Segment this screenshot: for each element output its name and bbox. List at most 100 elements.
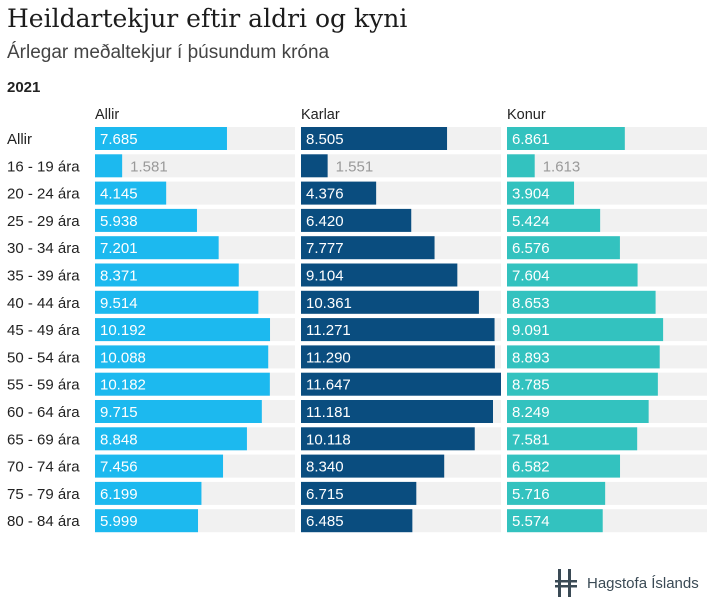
data-label: 10.361 bbox=[306, 295, 352, 312]
bar bbox=[95, 208, 197, 232]
bar bbox=[507, 509, 603, 533]
data-label: 7.685 bbox=[100, 131, 138, 148]
bar bbox=[95, 372, 270, 396]
chart-title: Heildartekjur eftir aldri og kyni bbox=[7, 4, 408, 33]
category-label: 75 - 79 ára bbox=[7, 486, 80, 503]
category-label: 45 - 49 ára bbox=[7, 322, 80, 339]
data-label: 10.192 bbox=[100, 322, 146, 339]
data-label: 7.604 bbox=[512, 268, 550, 285]
data-label: 8.249 bbox=[512, 404, 550, 421]
bar bbox=[301, 154, 328, 178]
panel-header: Karlar bbox=[301, 107, 340, 123]
bar bbox=[507, 481, 606, 505]
bar bbox=[95, 400, 262, 423]
bar bbox=[507, 318, 664, 342]
bar bbox=[95, 454, 224, 478]
bar bbox=[507, 290, 656, 314]
category-label: 50 - 54 ára bbox=[7, 349, 80, 366]
bar bbox=[301, 127, 448, 150]
bar bbox=[301, 454, 445, 478]
data-label: 6.861 bbox=[512, 131, 550, 148]
bar bbox=[95, 318, 271, 342]
data-label: 8.848 bbox=[100, 431, 138, 448]
bar bbox=[95, 290, 259, 314]
category-label: 80 - 84 ára bbox=[7, 513, 80, 530]
category-label: 60 - 64 ára bbox=[7, 404, 80, 421]
data-label: 1.581 bbox=[130, 158, 168, 175]
data-label: 11.290 bbox=[306, 349, 351, 366]
category-label: 40 - 44 ára bbox=[7, 295, 80, 312]
data-label: 7.777 bbox=[306, 240, 344, 257]
bar bbox=[507, 400, 649, 423]
data-label: 8.505 bbox=[306, 131, 344, 148]
bar-track bbox=[301, 154, 501, 178]
category-label: 65 - 69 ára bbox=[7, 431, 80, 448]
bar bbox=[301, 427, 475, 451]
panel-header: Allir bbox=[95, 107, 119, 123]
data-label: 6.582 bbox=[512, 459, 550, 476]
data-label: 5.999 bbox=[100, 513, 138, 530]
bar bbox=[95, 263, 239, 287]
data-label: 8.785 bbox=[512, 377, 550, 394]
bar bbox=[507, 127, 625, 150]
data-label: 11.181 bbox=[306, 404, 351, 421]
data-label: 6.715 bbox=[306, 486, 344, 503]
data-label: 7.581 bbox=[512, 431, 550, 448]
bar bbox=[507, 454, 621, 478]
bar-track bbox=[95, 154, 295, 178]
bar bbox=[507, 181, 575, 205]
bar bbox=[301, 481, 417, 505]
bar bbox=[95, 345, 269, 369]
data-label: 7.456 bbox=[100, 459, 138, 476]
data-label: 9.104 bbox=[306, 268, 344, 285]
bar bbox=[95, 154, 123, 178]
data-label: 8.340 bbox=[306, 459, 344, 476]
data-label: 4.145 bbox=[100, 186, 138, 203]
category-label: 16 - 19 ára bbox=[7, 158, 80, 175]
category-label: Allir bbox=[7, 131, 32, 148]
bar bbox=[95, 481, 202, 505]
data-label: 10.088 bbox=[100, 349, 146, 366]
data-label: 4.376 bbox=[306, 186, 344, 203]
data-label: 9.514 bbox=[100, 295, 138, 312]
category-label: 55 - 59 ára bbox=[7, 377, 80, 394]
data-label: 5.424 bbox=[512, 213, 550, 230]
data-label: 8.653 bbox=[512, 295, 550, 312]
bar bbox=[301, 290, 479, 314]
panel-header: Konur bbox=[507, 107, 546, 123]
bar-track bbox=[507, 154, 707, 178]
data-label: 3.904 bbox=[512, 186, 550, 203]
bar bbox=[301, 372, 501, 396]
data-label: 11.271 bbox=[306, 322, 351, 339]
data-label: 1.551 bbox=[336, 158, 374, 175]
category-label: 35 - 39 ára bbox=[7, 268, 80, 285]
data-label: 6.485 bbox=[306, 513, 344, 530]
data-label: 9.715 bbox=[100, 404, 138, 421]
data-label: 6.576 bbox=[512, 240, 550, 257]
data-label: 9.091 bbox=[512, 322, 550, 339]
data-label: 8.371 bbox=[100, 268, 138, 285]
data-label: 5.938 bbox=[100, 213, 138, 230]
bar bbox=[95, 427, 247, 451]
bar bbox=[507, 345, 660, 369]
hagstofa-logo-icon bbox=[555, 569, 577, 597]
bar bbox=[301, 181, 377, 205]
data-label: 1.613 bbox=[543, 158, 581, 175]
bar bbox=[301, 509, 413, 533]
data-label: 5.716 bbox=[512, 486, 550, 503]
data-label: 8.893 bbox=[512, 349, 550, 366]
bar bbox=[301, 345, 495, 369]
footer-logo: Hagstofa Íslands bbox=[555, 568, 699, 598]
category-label: 70 - 74 ára bbox=[7, 459, 80, 476]
bar bbox=[507, 154, 535, 178]
bar bbox=[95, 236, 219, 260]
bar bbox=[301, 400, 493, 423]
bar bbox=[301, 263, 458, 287]
data-label: 10.118 bbox=[306, 431, 351, 448]
category-label: 25 - 29 ára bbox=[7, 213, 80, 230]
bar bbox=[507, 208, 601, 232]
data-label: 11.647 bbox=[306, 377, 351, 394]
data-label: 6.199 bbox=[100, 486, 138, 503]
bar bbox=[95, 181, 167, 205]
data-label: 10.182 bbox=[100, 377, 146, 394]
